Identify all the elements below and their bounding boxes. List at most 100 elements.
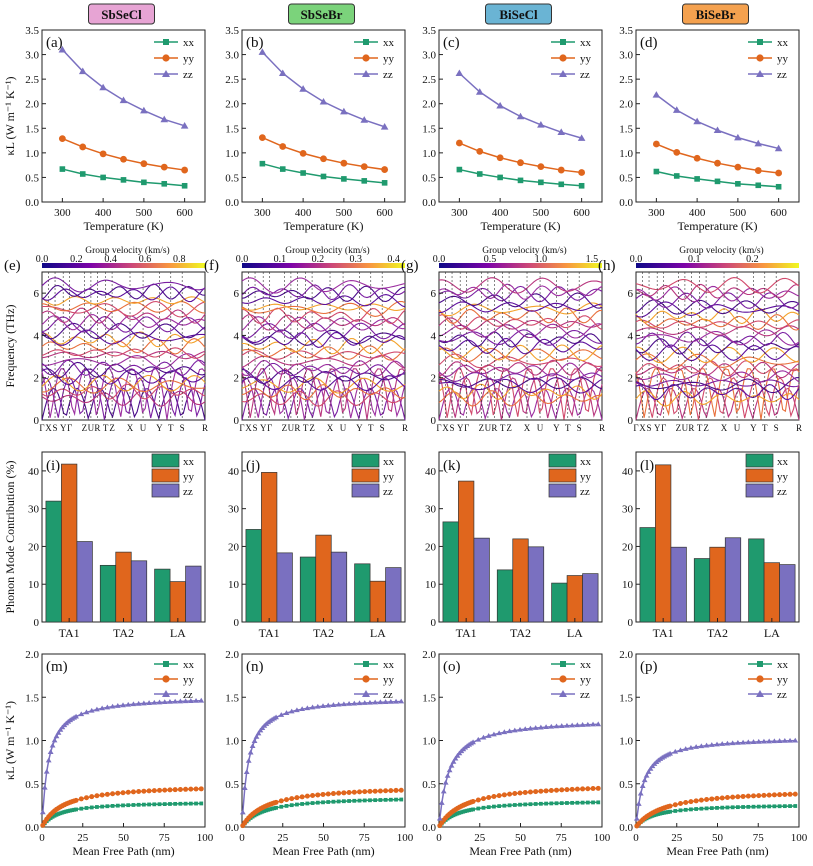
marker-triangle: [156, 699, 163, 705]
y-tick-label: 40: [228, 466, 240, 478]
marker-square: [270, 806, 275, 811]
marker-circle: [559, 675, 567, 683]
y-tick-label: 1.0: [25, 148, 39, 160]
legend-label-zz: zz: [383, 689, 393, 701]
phonon-band: [241, 354, 406, 369]
marker-square: [580, 800, 585, 805]
y-tick-label: 40: [28, 466, 40, 478]
marker-square: [788, 804, 792, 808]
y-tick-label: 2.0: [225, 649, 239, 661]
marker-circle: [258, 134, 266, 142]
marker-triangle: [278, 712, 285, 717]
marker-square: [538, 801, 543, 806]
phonon-band: [41, 347, 206, 359]
marker-circle: [557, 166, 565, 174]
marker-triangle: [641, 777, 648, 783]
marker-triangle: [367, 699, 373, 705]
marker-triangle: [380, 123, 389, 130]
marker-circle: [455, 139, 463, 147]
y-tick-label: 1.0: [225, 736, 239, 748]
x-tick-label: 400: [492, 207, 509, 219]
x-axis-label: Mean Free Path (nm): [72, 844, 174, 858]
y-axis-label: Phonon Mode Contribution (%): [3, 461, 17, 614]
marker-square: [378, 798, 383, 802]
marker-triangle: [516, 112, 525, 120]
marker-circle: [735, 794, 741, 800]
phonon-band: [635, 319, 800, 329]
x-tick-label: 25: [77, 832, 89, 844]
bar-zz: [276, 552, 293, 623]
legend-label-xx: xx: [777, 456, 789, 468]
marker-triangle: [361, 700, 368, 705]
kpath-label: Z: [676, 423, 682, 433]
panel-label: (j): [246, 458, 260, 474]
y-tick-label: 0: [628, 617, 634, 629]
x-tick-label: 0: [436, 832, 442, 844]
marker-triangle: [198, 697, 205, 703]
marker-circle: [130, 789, 136, 795]
y-axis-label: Frequency (THz): [3, 305, 17, 388]
y-tick-label: 0: [431, 415, 437, 427]
marker-square: [320, 173, 327, 180]
kpath-label: T: [368, 423, 374, 433]
marker-square: [560, 39, 566, 45]
marker-triangle: [49, 742, 56, 748]
panel-label: (b): [246, 35, 264, 51]
x-tick-label: 300: [254, 207, 271, 219]
y-tick-label: 2: [431, 373, 437, 385]
marker-circle: [559, 54, 567, 62]
marker-circle: [104, 791, 110, 797]
phonon-band: [241, 375, 406, 392]
material-name: SbSeCl: [101, 7, 142, 22]
marker-triangle: [288, 708, 295, 714]
marker-triangle: [480, 734, 487, 740]
kpath-label: Z: [109, 423, 115, 433]
phonon-band: [241, 349, 406, 360]
marker-square: [481, 805, 486, 810]
marker-triangle: [569, 722, 576, 728]
marker-circle: [146, 788, 152, 794]
marker-triangle: [450, 758, 457, 764]
marker-circle: [172, 787, 178, 793]
phonon-band: [241, 316, 406, 333]
marker-triangle: [104, 704, 111, 710]
marker-circle: [667, 803, 673, 809]
kpath-label: Y: [156, 423, 163, 433]
y-tick-label: 0.5: [25, 779, 39, 791]
y-tick-label: 10: [228, 579, 240, 591]
marker-square: [295, 802, 299, 807]
marker-triangle: [714, 741, 720, 747]
colorbar-tick-label: 0.3: [349, 254, 362, 265]
kpath-label: R: [294, 423, 300, 433]
marker-triangle: [548, 723, 555, 729]
marker-circle: [714, 159, 721, 167]
legend-label-yy: yy: [580, 53, 592, 65]
marker-square: [596, 800, 601, 805]
marker-triangle: [485, 733, 492, 738]
marker-triangle: [787, 737, 793, 743]
bar-xx: [99, 564, 117, 623]
bar-xx: [154, 568, 171, 623]
kpath-label: X: [245, 423, 252, 433]
y-tick-label: 0.5: [25, 172, 39, 184]
marker-circle: [162, 54, 170, 62]
marker-circle: [740, 793, 746, 799]
marker-square: [668, 809, 672, 814]
panel-label: (m): [46, 659, 68, 675]
marker-square: [289, 803, 294, 808]
kpath-label: S: [180, 423, 185, 433]
marker-triangle: [119, 96, 128, 104]
marker-circle: [79, 143, 87, 151]
y-tick-label: 0.0: [225, 822, 239, 834]
marker-triangle: [440, 788, 447, 794]
x-tick-label: 500: [336, 207, 353, 219]
x-tick-label: 300: [648, 207, 665, 219]
y-tick-label: 3.5: [422, 25, 436, 37]
legend-label-zz: zz: [183, 486, 193, 498]
marker-triangle: [346, 700, 352, 706]
marker-triangle: [444, 772, 451, 778]
phonon-band: [241, 307, 406, 325]
y-tick-label: 20: [622, 541, 634, 553]
phonon-band: [438, 329, 603, 346]
marker-square: [793, 804, 798, 808]
